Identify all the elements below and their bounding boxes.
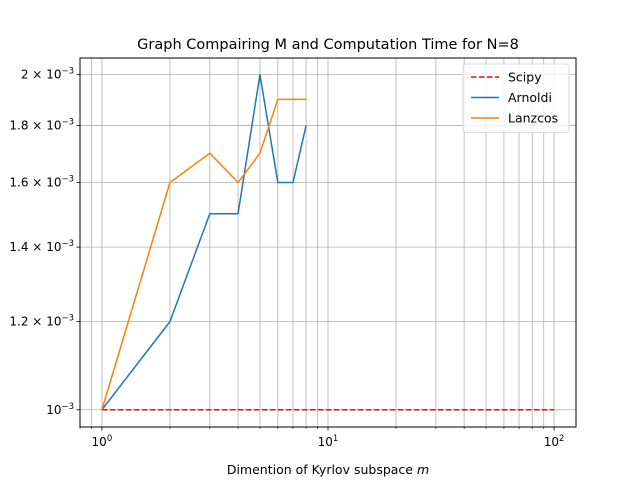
y-tick-label: 10−3 xyxy=(46,402,74,417)
x-axis-label: Dimention of Kyrlov subspace m xyxy=(227,462,429,477)
y-tick-label: 1.2 × 10−3 xyxy=(9,314,74,329)
y-tick-label: 2 × 10−3 xyxy=(21,67,74,82)
y-tick-label: 1.6 × 10−3 xyxy=(9,175,74,190)
legend-label-arnoldi: Arnoldi xyxy=(508,90,552,105)
y-tick-label: 1.4 × 10−3 xyxy=(9,239,74,254)
axis-ticks: 100 101 102 10−3 1.2 × 10−3 1.4 × 10−3 1.6 × 1… xyxy=(9,67,564,449)
x-axis-label-variable: m xyxy=(417,462,429,477)
legend-box xyxy=(462,63,570,133)
x-tick-label: 102 xyxy=(544,434,565,449)
series-line-lanzcos xyxy=(101,98,307,410)
series-line-arnoldi xyxy=(101,73,307,411)
x-tick-label: 100 xyxy=(92,434,113,449)
y-tick-label: 1.8 × 10−3 xyxy=(9,118,74,133)
x-tick-label: 101 xyxy=(318,434,339,449)
legend: Scipy Arnoldi Lanzcos xyxy=(462,63,570,133)
x-axis-label-text: Dimention of Kyrlov subspace xyxy=(227,462,413,477)
series-lines xyxy=(101,73,555,411)
legend-label-scipy: Scipy xyxy=(508,70,542,85)
legend-label-lanzcos: Lanzcos xyxy=(508,111,558,126)
chart-title: Graph Compairing M and Computation Time … xyxy=(137,37,519,53)
